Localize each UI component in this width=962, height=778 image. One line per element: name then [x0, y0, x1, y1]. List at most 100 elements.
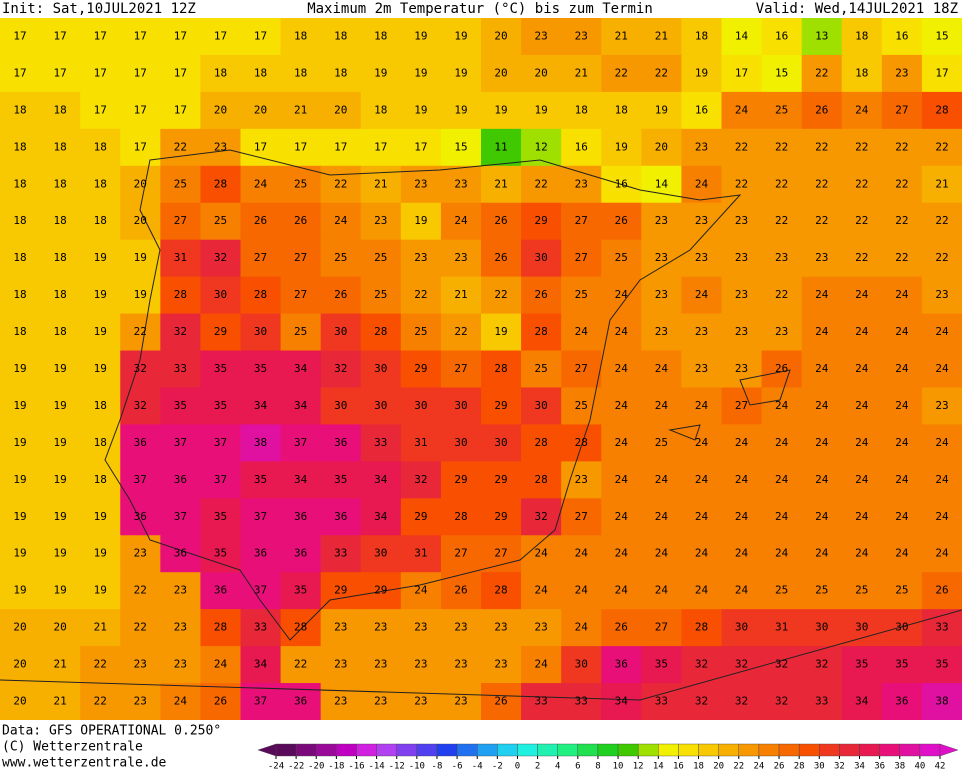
- temperature-cell: [761, 535, 803, 573]
- temperature-value: 19: [94, 325, 107, 338]
- temperature-value: 24: [775, 399, 789, 412]
- colorbar-tick-label: 30: [814, 762, 825, 772]
- temperature-cell: [881, 387, 923, 425]
- temperature-value: 22: [895, 214, 908, 227]
- temperature-cell: [641, 54, 682, 93]
- temperature-value: 36: [334, 510, 347, 523]
- temperature-value: 18: [334, 66, 347, 79]
- temperature-value: 30: [374, 399, 387, 412]
- temperature-value: 18: [54, 288, 67, 301]
- temperature-cell: [881, 535, 923, 573]
- colorbar-tick-label: 32: [834, 762, 845, 772]
- temperature-cell: [240, 239, 282, 278]
- temperature-value: 34: [254, 399, 268, 412]
- temperature-value: 17: [174, 29, 187, 42]
- temperature-value: 22: [655, 66, 668, 79]
- temperature-cell: [160, 350, 201, 388]
- temperature-cell: [80, 239, 121, 278]
- temperature-cell: [841, 498, 883, 536]
- temperature-value: 18: [94, 473, 107, 486]
- temperature-value: 17: [54, 66, 67, 79]
- temperature-value: 24: [935, 510, 949, 523]
- temperature-value: 19: [13, 584, 26, 597]
- temperature-value: 29: [494, 473, 507, 486]
- temperature-cell: [40, 461, 81, 499]
- temperature-cell: [921, 572, 962, 610]
- temperature-value: 28: [575, 436, 588, 449]
- temperature-cell: [360, 424, 402, 462]
- temperature-value: 24: [615, 510, 629, 523]
- temperature-cell: [761, 461, 803, 499]
- temperature-value: 17: [374, 140, 387, 153]
- temperature-value: 32: [815, 658, 828, 671]
- temperature-cell: [400, 202, 442, 241]
- temperature-value: 25: [334, 251, 347, 264]
- temperature-value: 27: [575, 214, 588, 227]
- temperature-cell: [40, 165, 81, 204]
- temperature-value: 20: [134, 214, 147, 227]
- temperature-cell: [280, 202, 322, 241]
- temperature-cell: [240, 572, 282, 610]
- temperature-value: 18: [374, 29, 387, 42]
- temperature-value: 17: [134, 140, 147, 153]
- temperature-cell: [40, 54, 81, 93]
- temperature-value: 33: [935, 621, 948, 634]
- temperature-cell: [120, 276, 161, 315]
- temperature-value: 29: [414, 510, 427, 523]
- temperature-value: 23: [134, 547, 147, 560]
- temperature-cell: [280, 313, 322, 352]
- temperature-value: 22: [935, 214, 948, 227]
- temperature-value: 19: [414, 29, 427, 42]
- temperature-value: 23: [735, 214, 748, 227]
- temperature-cell: [120, 91, 161, 130]
- colorbar-box: [839, 743, 860, 757]
- temperature-value: 22: [855, 214, 868, 227]
- temperature-value: 24: [655, 362, 669, 375]
- temperature-value: 17: [134, 103, 147, 116]
- temperature-value: 16: [775, 29, 788, 42]
- temperature-cell: [320, 165, 362, 204]
- temperature-value: 18: [13, 140, 26, 153]
- temperature-cell: [801, 683, 843, 721]
- temperature-cell: [481, 572, 522, 610]
- temperature-cell: [561, 54, 602, 93]
- temperature-value: 35: [294, 584, 307, 597]
- temperature-cell: [200, 313, 241, 352]
- temperature-cell: [721, 535, 763, 573]
- temperature-value: 26: [494, 695, 507, 708]
- colorbar-box: [879, 743, 900, 757]
- temperature-cell: [601, 387, 642, 425]
- temperature-cell: [641, 350, 682, 388]
- temperature-cell: [641, 424, 682, 462]
- temperature-cell: [160, 461, 201, 499]
- temperature-cell: [481, 609, 522, 647]
- temperature-cell: [681, 350, 722, 388]
- temperature-value: 25: [174, 177, 187, 190]
- temperature-cell: [120, 461, 161, 499]
- colorbar-tick-label: 8: [595, 762, 600, 772]
- temperature-value: 22: [94, 658, 107, 671]
- temperature-value: 24: [214, 658, 228, 671]
- temperature-cell: [721, 609, 763, 647]
- temperature-value: 23: [695, 140, 708, 153]
- temperature-cell: [280, 54, 322, 93]
- temperature-cell: [921, 535, 962, 573]
- temperature-value: 33: [815, 695, 828, 708]
- temperature-value: 28: [494, 362, 507, 375]
- temperature-value: 23: [374, 695, 387, 708]
- temperature-value: 35: [855, 658, 868, 671]
- temperature-value: 18: [54, 177, 67, 190]
- temperature-value: 25: [374, 251, 387, 264]
- temperature-cell: [160, 276, 201, 315]
- temperature-value: 24: [174, 695, 188, 708]
- temperature-cell: [240, 387, 282, 425]
- temperature-value: 23: [735, 251, 748, 264]
- temperature-value: 36: [615, 658, 628, 671]
- temperature-cell: [561, 128, 602, 167]
- temperature-value: 37: [294, 436, 307, 449]
- temperature-value: 23: [454, 695, 467, 708]
- temperature-value: 22: [895, 177, 908, 190]
- temperature-value: 18: [254, 66, 267, 79]
- temperature-value: 18: [54, 103, 67, 116]
- colorbar-tick-label: -14: [368, 762, 384, 772]
